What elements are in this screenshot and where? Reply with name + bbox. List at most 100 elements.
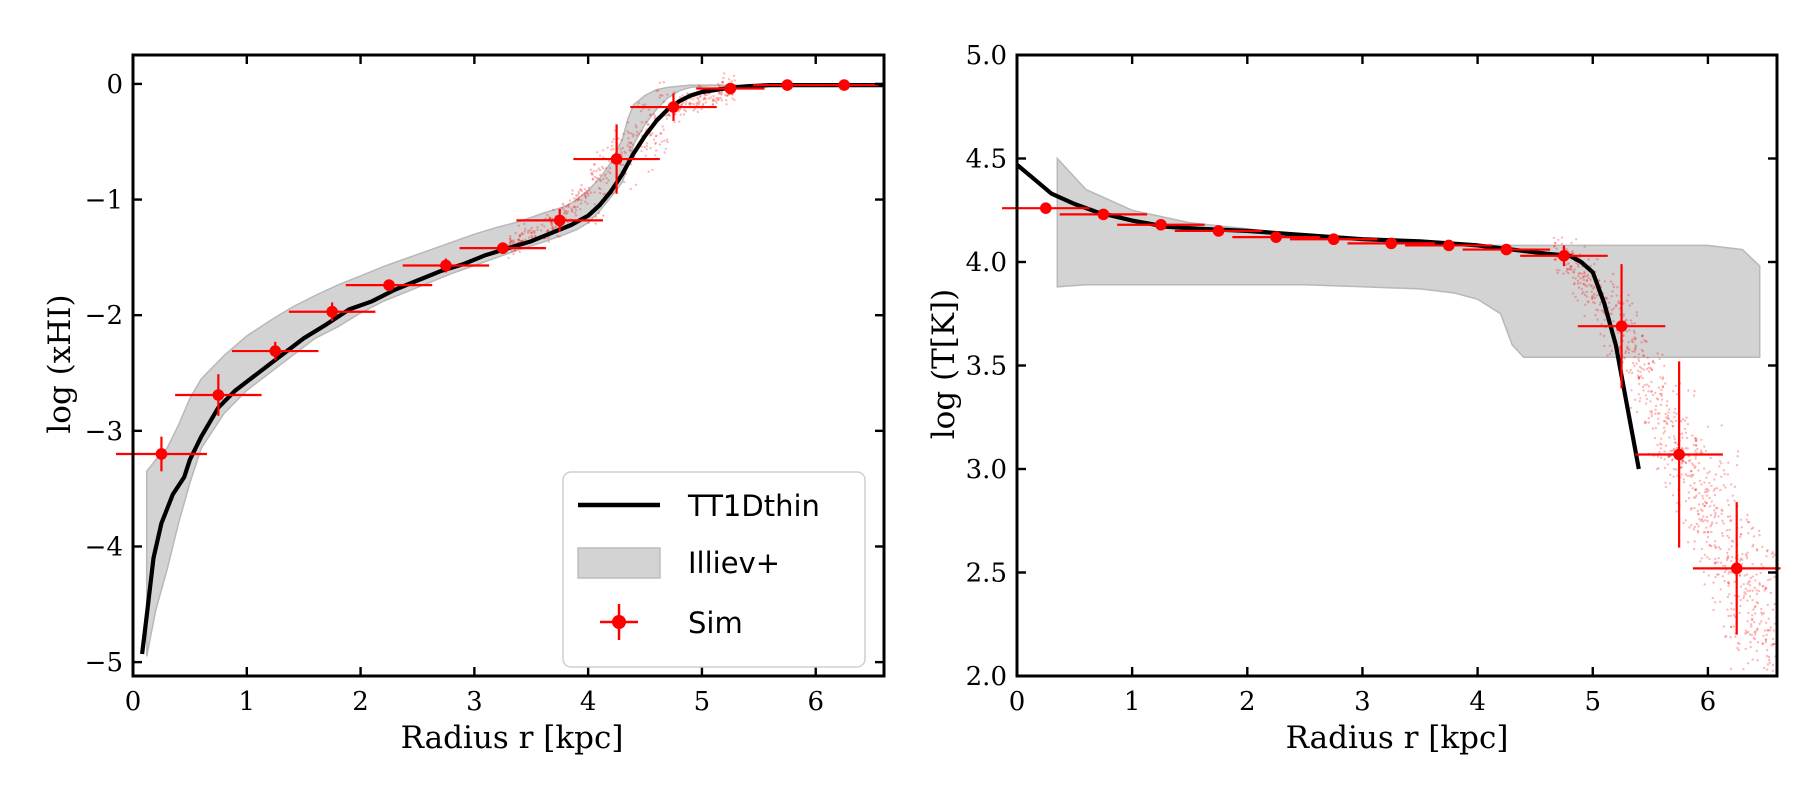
sim-scatter-point <box>1755 549 1759 552</box>
sim-scatter-point <box>1638 365 1642 369</box>
sim-scatter-point <box>1724 486 1727 489</box>
sim-scatter-point <box>1582 275 1585 278</box>
sim-scatter-point <box>1654 408 1657 411</box>
sim-scatter-point <box>1764 638 1768 642</box>
sim-scatter-point <box>584 200 587 203</box>
sim-scatter-point <box>1728 570 1731 573</box>
sim-scatter-point <box>1700 438 1703 441</box>
sim-scatter-point <box>510 239 513 242</box>
sim-scatter-point <box>1560 242 1564 245</box>
x-tick-label: 6 <box>1700 687 1717 717</box>
sim-scatter-point <box>556 234 559 237</box>
sim-scatter-point <box>730 80 733 83</box>
sim-scatter-point <box>701 102 705 106</box>
sim-scatter-point <box>1664 444 1668 447</box>
sim-scatter-point <box>1644 394 1648 397</box>
sim-scatter-point <box>630 132 633 135</box>
sim-scatter-point <box>1633 364 1636 368</box>
sim-scatter-point <box>1694 438 1697 441</box>
sim-scatter-point <box>1600 323 1603 326</box>
sim-scatter-point <box>1593 301 1596 305</box>
sim-scatter-point <box>727 78 731 81</box>
sim-scatter-point <box>1666 414 1670 418</box>
sim-scatter-point <box>680 103 683 107</box>
sim-scatter-point <box>645 142 649 145</box>
sim-scatter-point <box>1697 525 1700 528</box>
sim-scatter-point <box>593 191 596 194</box>
sim-scatter-point <box>1767 617 1770 620</box>
sim-scatter-point <box>1628 371 1631 374</box>
sim-marker <box>269 345 282 357</box>
sim-scatter-point <box>1650 412 1653 415</box>
sim-scatter-point <box>530 231 533 235</box>
sim-scatter-point <box>1671 425 1675 428</box>
sim-scatter-point <box>1581 292 1584 295</box>
sim-scatter-point <box>1565 247 1568 251</box>
sim-scatter-point <box>1644 421 1648 424</box>
sim-scatter-point <box>1727 582 1731 585</box>
sim-scatter-point <box>1668 455 1671 458</box>
left-x-axis-label-text: Radius r [kpc] <box>401 720 624 756</box>
sim-scatter-point <box>1730 571 1733 574</box>
sim-scatter-point <box>1684 519 1688 522</box>
sim-scatter-point <box>1616 331 1620 334</box>
sim-scatter-point <box>1672 475 1675 478</box>
x-tick-label: 0 <box>125 687 142 717</box>
sim-scatter-point <box>1771 643 1775 646</box>
sim-scatter-point <box>674 112 677 116</box>
sim-scatter-point <box>1764 587 1767 590</box>
sim-scatter-point <box>1721 564 1725 567</box>
sim-scatter-point <box>1746 551 1749 554</box>
sim-scatter-point <box>1748 580 1751 583</box>
sim-scatter-point <box>610 148 613 151</box>
sim-scatter-point <box>683 108 686 112</box>
sim-scatter-point <box>1770 552 1774 556</box>
sim-scatter-point <box>518 233 521 237</box>
sim-scatter-point <box>1708 558 1711 561</box>
sim-scatter-point <box>1746 513 1749 517</box>
sim-scatter-point <box>693 107 697 111</box>
sim-scatter-point <box>1744 587 1748 590</box>
sim-scatter-point <box>1686 541 1690 544</box>
x-tick-label: 4 <box>1469 687 1486 717</box>
sim-scatter-point <box>1684 461 1688 465</box>
sim-scatter-point <box>1680 432 1684 435</box>
sim-scatter-point <box>1634 345 1638 349</box>
plot-frame <box>131 53 886 678</box>
y-tick-label: 4.5 <box>966 145 1007 175</box>
sim-scatter-point <box>690 102 693 105</box>
sim-scatter-point <box>1695 444 1698 447</box>
sim-scatter-point <box>629 142 633 145</box>
sim-scatter-point <box>594 215 598 218</box>
sim-scatter-point <box>658 143 662 146</box>
sim-scatter-point <box>593 175 596 179</box>
sim-scatter-point <box>1734 635 1737 638</box>
sim-errorbar-layer <box>1002 202 1781 635</box>
sim-scatter-point <box>1770 644 1773 647</box>
sim-scatter-point <box>1646 383 1649 386</box>
sim-scatter-point <box>667 112 670 115</box>
sim-scatter-point <box>645 144 648 148</box>
sim-scatter-point <box>1748 633 1752 636</box>
sim-scatter-point <box>1725 634 1728 638</box>
sim-scatter-point <box>1675 510 1678 513</box>
sim-scatter-point <box>711 103 714 106</box>
sim-scatter-point <box>647 170 650 173</box>
sim-scatter-point <box>1693 525 1697 529</box>
x-tick-label: 2 <box>352 687 369 717</box>
sim-scatter-point <box>657 89 660 92</box>
sim-scatter-point <box>1642 354 1646 358</box>
sim-scatter-point <box>1593 262 1596 266</box>
y-tick-label: 3.0 <box>966 455 1007 485</box>
sim-scatter-point <box>1720 508 1724 511</box>
sim-scatter-point <box>1668 482 1672 485</box>
sim-scatter-point <box>1767 658 1771 662</box>
sim-scatter-point <box>718 91 721 95</box>
sim-scatter-point <box>1627 351 1631 354</box>
sim-scatter-point <box>1642 354 1645 357</box>
x-tick-label: 3 <box>1354 687 1371 717</box>
sim-scatter-point <box>1582 291 1585 294</box>
sim-scatter-point <box>574 206 577 209</box>
sim-scatter-point <box>1723 570 1727 574</box>
sim-scatter-point <box>1751 563 1754 566</box>
